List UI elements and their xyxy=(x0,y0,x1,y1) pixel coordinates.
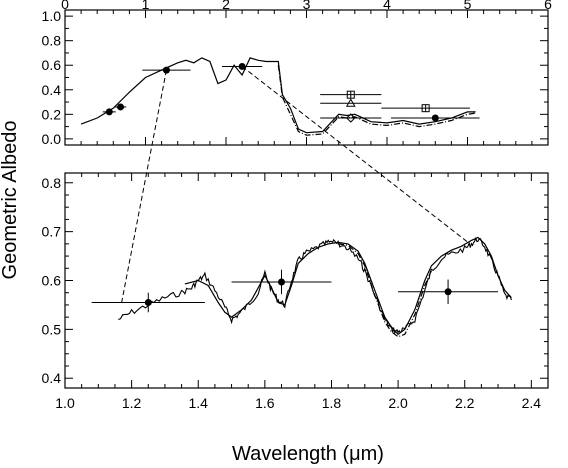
bottom-series-1-line xyxy=(331,236,512,335)
bottom-y-tick-label: 0.7 xyxy=(42,224,62,240)
top-x-tick-label: 6 xyxy=(544,0,552,12)
top-data-point xyxy=(105,108,113,116)
bottom-y-tick-label: 0.5 xyxy=(42,321,62,337)
top-x-tick-label: 4 xyxy=(383,0,391,12)
bottom-x-tick-label: 2.0 xyxy=(388,395,408,411)
bottom-series-3-line xyxy=(338,243,432,338)
top-series-1-line xyxy=(277,65,476,136)
bottom-y-tick-label: 0.6 xyxy=(42,273,62,289)
top-x-tick-label: 1 xyxy=(142,0,150,12)
bottom-x-tick-label: 1.0 xyxy=(55,395,75,411)
bottom-x-tick-label: 2.4 xyxy=(522,395,542,411)
top-x-tick-label: 3 xyxy=(303,0,311,12)
top-x-tick-label: 5 xyxy=(464,0,472,12)
top-series-0-line xyxy=(80,57,476,134)
top-y-tick-label: 0.0 xyxy=(42,131,62,147)
bottom-x-tick-label: 1.6 xyxy=(255,395,275,411)
top-y-tick-label: 0.6 xyxy=(42,57,62,73)
triangle-marker xyxy=(345,98,356,107)
bottom-y-tick-label: 0.4 xyxy=(42,370,62,386)
x-axis-title: Wavelength (μm) xyxy=(232,443,384,465)
top-y-tick-label: 0.2 xyxy=(42,106,62,122)
top-x-tick-label: 2 xyxy=(222,0,230,12)
bottom-data-point xyxy=(444,288,452,296)
top-data-point xyxy=(117,103,125,111)
top-y-tick-label: 1.0 xyxy=(42,8,62,24)
bottom-series-2-line xyxy=(184,236,512,336)
top-x-tick-label: 0 xyxy=(61,0,69,12)
bottom-x-tick-label: 1.8 xyxy=(322,395,342,411)
top-y-tick-label: 0.4 xyxy=(42,82,62,98)
diamond-marker xyxy=(346,113,356,123)
bottom-x-tick-label: 2.2 xyxy=(455,395,475,411)
bottom-x-tick-label: 1.2 xyxy=(122,395,142,411)
bottom-x-tick-label: 1.4 xyxy=(189,395,209,411)
bottom-data-point xyxy=(144,298,152,306)
top-data-point xyxy=(431,114,439,122)
top-y-tick-label: 0.8 xyxy=(42,33,62,49)
y-axis-title: Geometric Albedo xyxy=(0,121,21,280)
bottom-y-tick-label: 0.8 xyxy=(42,175,62,191)
bottom-data-point xyxy=(278,278,286,286)
bottom-panel: 1.0 1.2 1.4 1.6 1.8 2.0 2.2 2.4 0.4 0.5 0.6 0.7 0.8 xyxy=(42,172,549,411)
top-panel: 0 1 2 3 4 5 6 0.0 0.2 0.4 0.6 0.8 1.0 xyxy=(42,0,553,147)
